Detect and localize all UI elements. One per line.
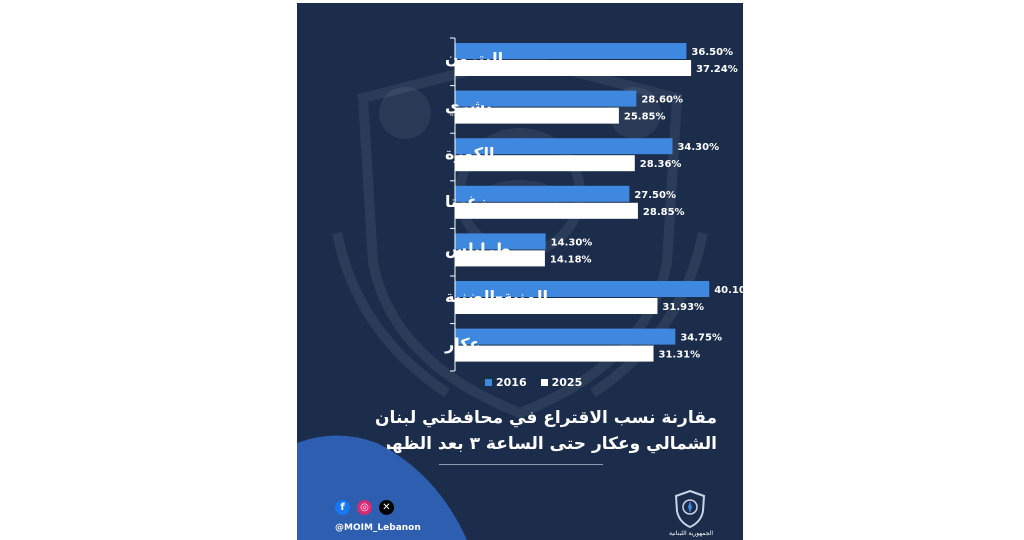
legend-item-2016: 2016 — [485, 376, 527, 389]
category-label: بشري — [445, 97, 492, 117]
bar-2025 — [455, 60, 692, 76]
bar-2025 — [455, 298, 658, 314]
bar-2016 — [455, 185, 630, 202]
chart-title-line-2: الشمالي وعكار حتى الساعة ٣ بعد الظهر — [381, 434, 717, 454]
data-label-2025: 14.18% — [550, 254, 592, 265]
data-label-2016: 27.50% — [634, 190, 676, 201]
data-label-2016: 28.60% — [641, 95, 683, 106]
chart-title: مقارنة نسب الاقتراع في محافظتي لبنان الش… — [337, 405, 717, 457]
bar-2016 — [455, 233, 546, 250]
bar-2025 — [455, 107, 619, 124]
legend-label-2016: 2016 — [496, 376, 527, 389]
data-label-2025: 31.93% — [662, 302, 704, 313]
legend-swatch-2016 — [485, 379, 492, 386]
logo-caption: الجمهورية اللبنانية — [668, 530, 714, 537]
bar-2016 — [455, 328, 676, 345]
instagram-icon[interactable]: ◎ — [357, 500, 372, 515]
category-label: زغرتا — [445, 192, 487, 211]
data-label-2025: 28.36% — [640, 159, 682, 170]
data-label-2016: 34.30% — [677, 142, 719, 153]
data-label-2016: 34.75% — [680, 333, 722, 344]
facebook-icon[interactable]: f — [335, 500, 350, 515]
data-label-2025: 28.85% — [643, 207, 685, 218]
category-label: الكورة — [445, 144, 494, 163]
category-label: طرابلس — [445, 239, 511, 258]
bar-chart: البترون 36.50% 37.24% بشري 28.60% 25.85% الكور… — [444, 37, 743, 372]
data-label-2016: 40.10% — [714, 285, 743, 296]
infographic-card: البترون 36.50% 37.24% بشري 28.60% 25.85% الكور… — [297, 3, 743, 540]
bar-2016 — [455, 281, 710, 297]
x-icon[interactable]: ✕ — [379, 500, 394, 515]
social-icons: f ◎ ✕ — [335, 500, 394, 515]
bar-2016 — [455, 90, 637, 107]
data-label-2025: 25.85% — [624, 112, 666, 123]
category-label: المنية–الضنية — [445, 287, 548, 306]
bar-2025 — [455, 345, 654, 362]
bar-2016 — [455, 138, 673, 155]
data-label-2025: 31.31% — [659, 350, 701, 361]
legend-swatch-2025 — [540, 379, 548, 386]
legend: 2016 2025 — [485, 376, 582, 389]
category-label: البترون — [445, 49, 503, 68]
title-divider — [439, 464, 603, 465]
bar-2016 — [455, 43, 687, 59]
ministry-shield-logo-icon — [674, 489, 706, 529]
bar-2025 — [455, 202, 638, 219]
bar-2025 — [455, 250, 545, 267]
data-label-2025: 37.24% — [696, 64, 738, 75]
data-label-2016: 36.50% — [691, 47, 733, 58]
bar-2025 — [455, 155, 635, 172]
legend-item-2025: 2025 — [540, 376, 583, 389]
social-handle[interactable]: @MOIM_Lebanon — [335, 523, 421, 533]
legend-label-2025: 2025 — [551, 376, 583, 389]
data-label-2016: 14.30% — [551, 237, 593, 248]
chart-title-line-1: مقارنة نسب الاقتراع في محافظتي لبنان — [375, 408, 717, 428]
category-label: عكار — [444, 335, 480, 354]
